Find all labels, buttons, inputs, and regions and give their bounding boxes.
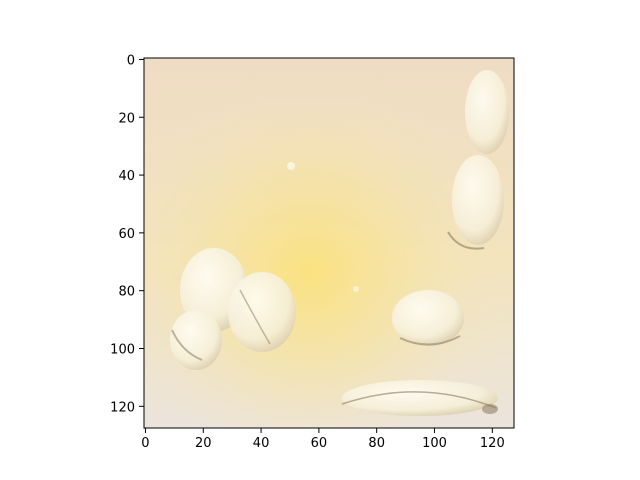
y-tick-label: 40 [118, 169, 135, 184]
x-axis: 0 20 40 60 80 100 120 [141, 428, 505, 451]
cloud-bottom [341, 380, 498, 416]
speck [353, 286, 359, 292]
x-tick-label: 100 [422, 436, 447, 451]
heatmap-image [144, 58, 514, 428]
y-axis: 0 20 40 60 80 100 120 [110, 53, 144, 415]
x-tick-label: 0 [141, 436, 149, 451]
axes-frame [143, 57, 515, 429]
cloud-top-right [447, 70, 509, 250]
x-tick-label: 20 [195, 436, 212, 451]
speck [287, 162, 295, 170]
y-tick-label: 120 [110, 400, 135, 415]
x-tick-label: 60 [311, 436, 328, 451]
x-tick-label: 40 [253, 436, 270, 451]
cloud-center [392, 290, 464, 346]
x-tick-label: 120 [480, 436, 505, 451]
y-tick-label: 80 [118, 285, 135, 300]
y-tick-label: 60 [118, 227, 135, 242]
y-tick-label: 100 [110, 343, 135, 358]
x-tick-label: 80 [368, 436, 385, 451]
y-tick-label: 20 [118, 111, 135, 126]
cloud-left [170, 248, 296, 370]
y-tick-label: 0 [127, 53, 135, 68]
